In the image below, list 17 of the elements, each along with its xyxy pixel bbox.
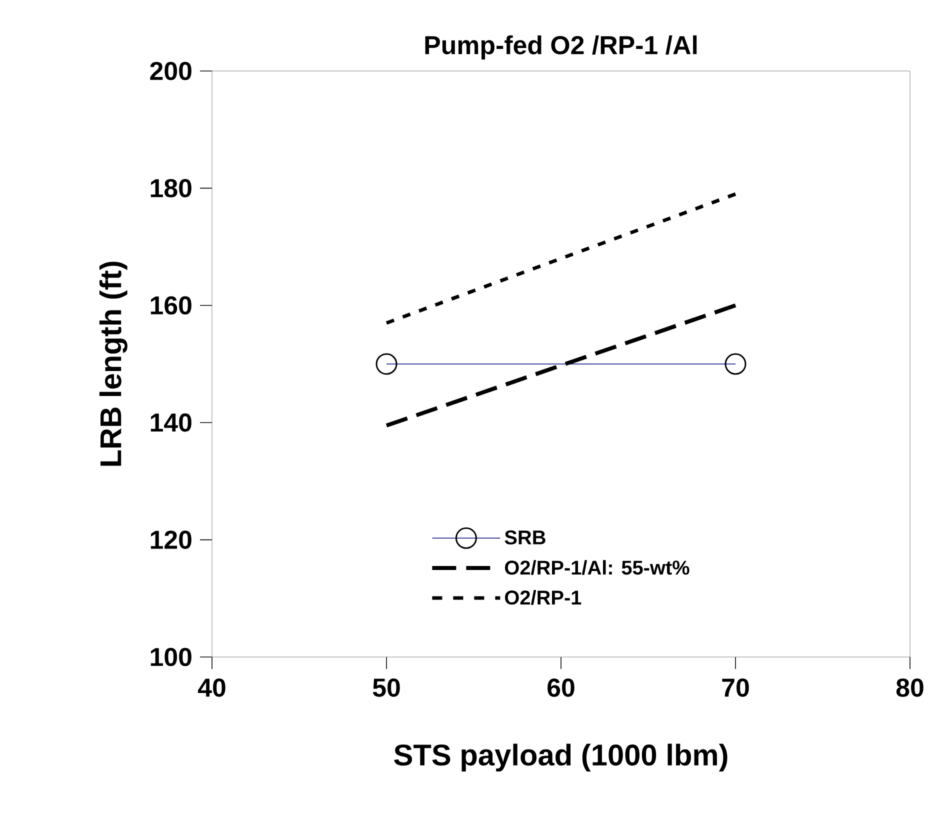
x-tick-label: 50 — [372, 678, 400, 697]
chart-title: Pump-fed O2 /RP-1 /Al — [425, 35, 697, 60]
x-axis-title: STS payload (1000 lbm) — [394, 744, 728, 772]
y-tick-label: 140 — [150, 413, 192, 432]
x-tick-label: 80 — [896, 678, 924, 697]
legend-label: O2/RP-1/Al: 55-wt% — [504, 560, 690, 575]
x-tick-label: 40 — [198, 678, 226, 697]
y-axis-title: LRB length (ft) — [99, 262, 128, 466]
legend-label: O2/RP-1 — [504, 590, 582, 605]
y-tick-label: 200 — [150, 62, 192, 80]
y-tick-label: 160 — [150, 296, 192, 315]
x-tick-label: 70 — [722, 678, 749, 697]
y-tick-label: 120 — [150, 530, 192, 549]
x-tick-label: 60 — [548, 678, 574, 697]
y-tick-label: 100 — [150, 648, 192, 666]
y-tick-label: 180 — [150, 179, 192, 198]
legend-label: SRB — [504, 530, 546, 544]
